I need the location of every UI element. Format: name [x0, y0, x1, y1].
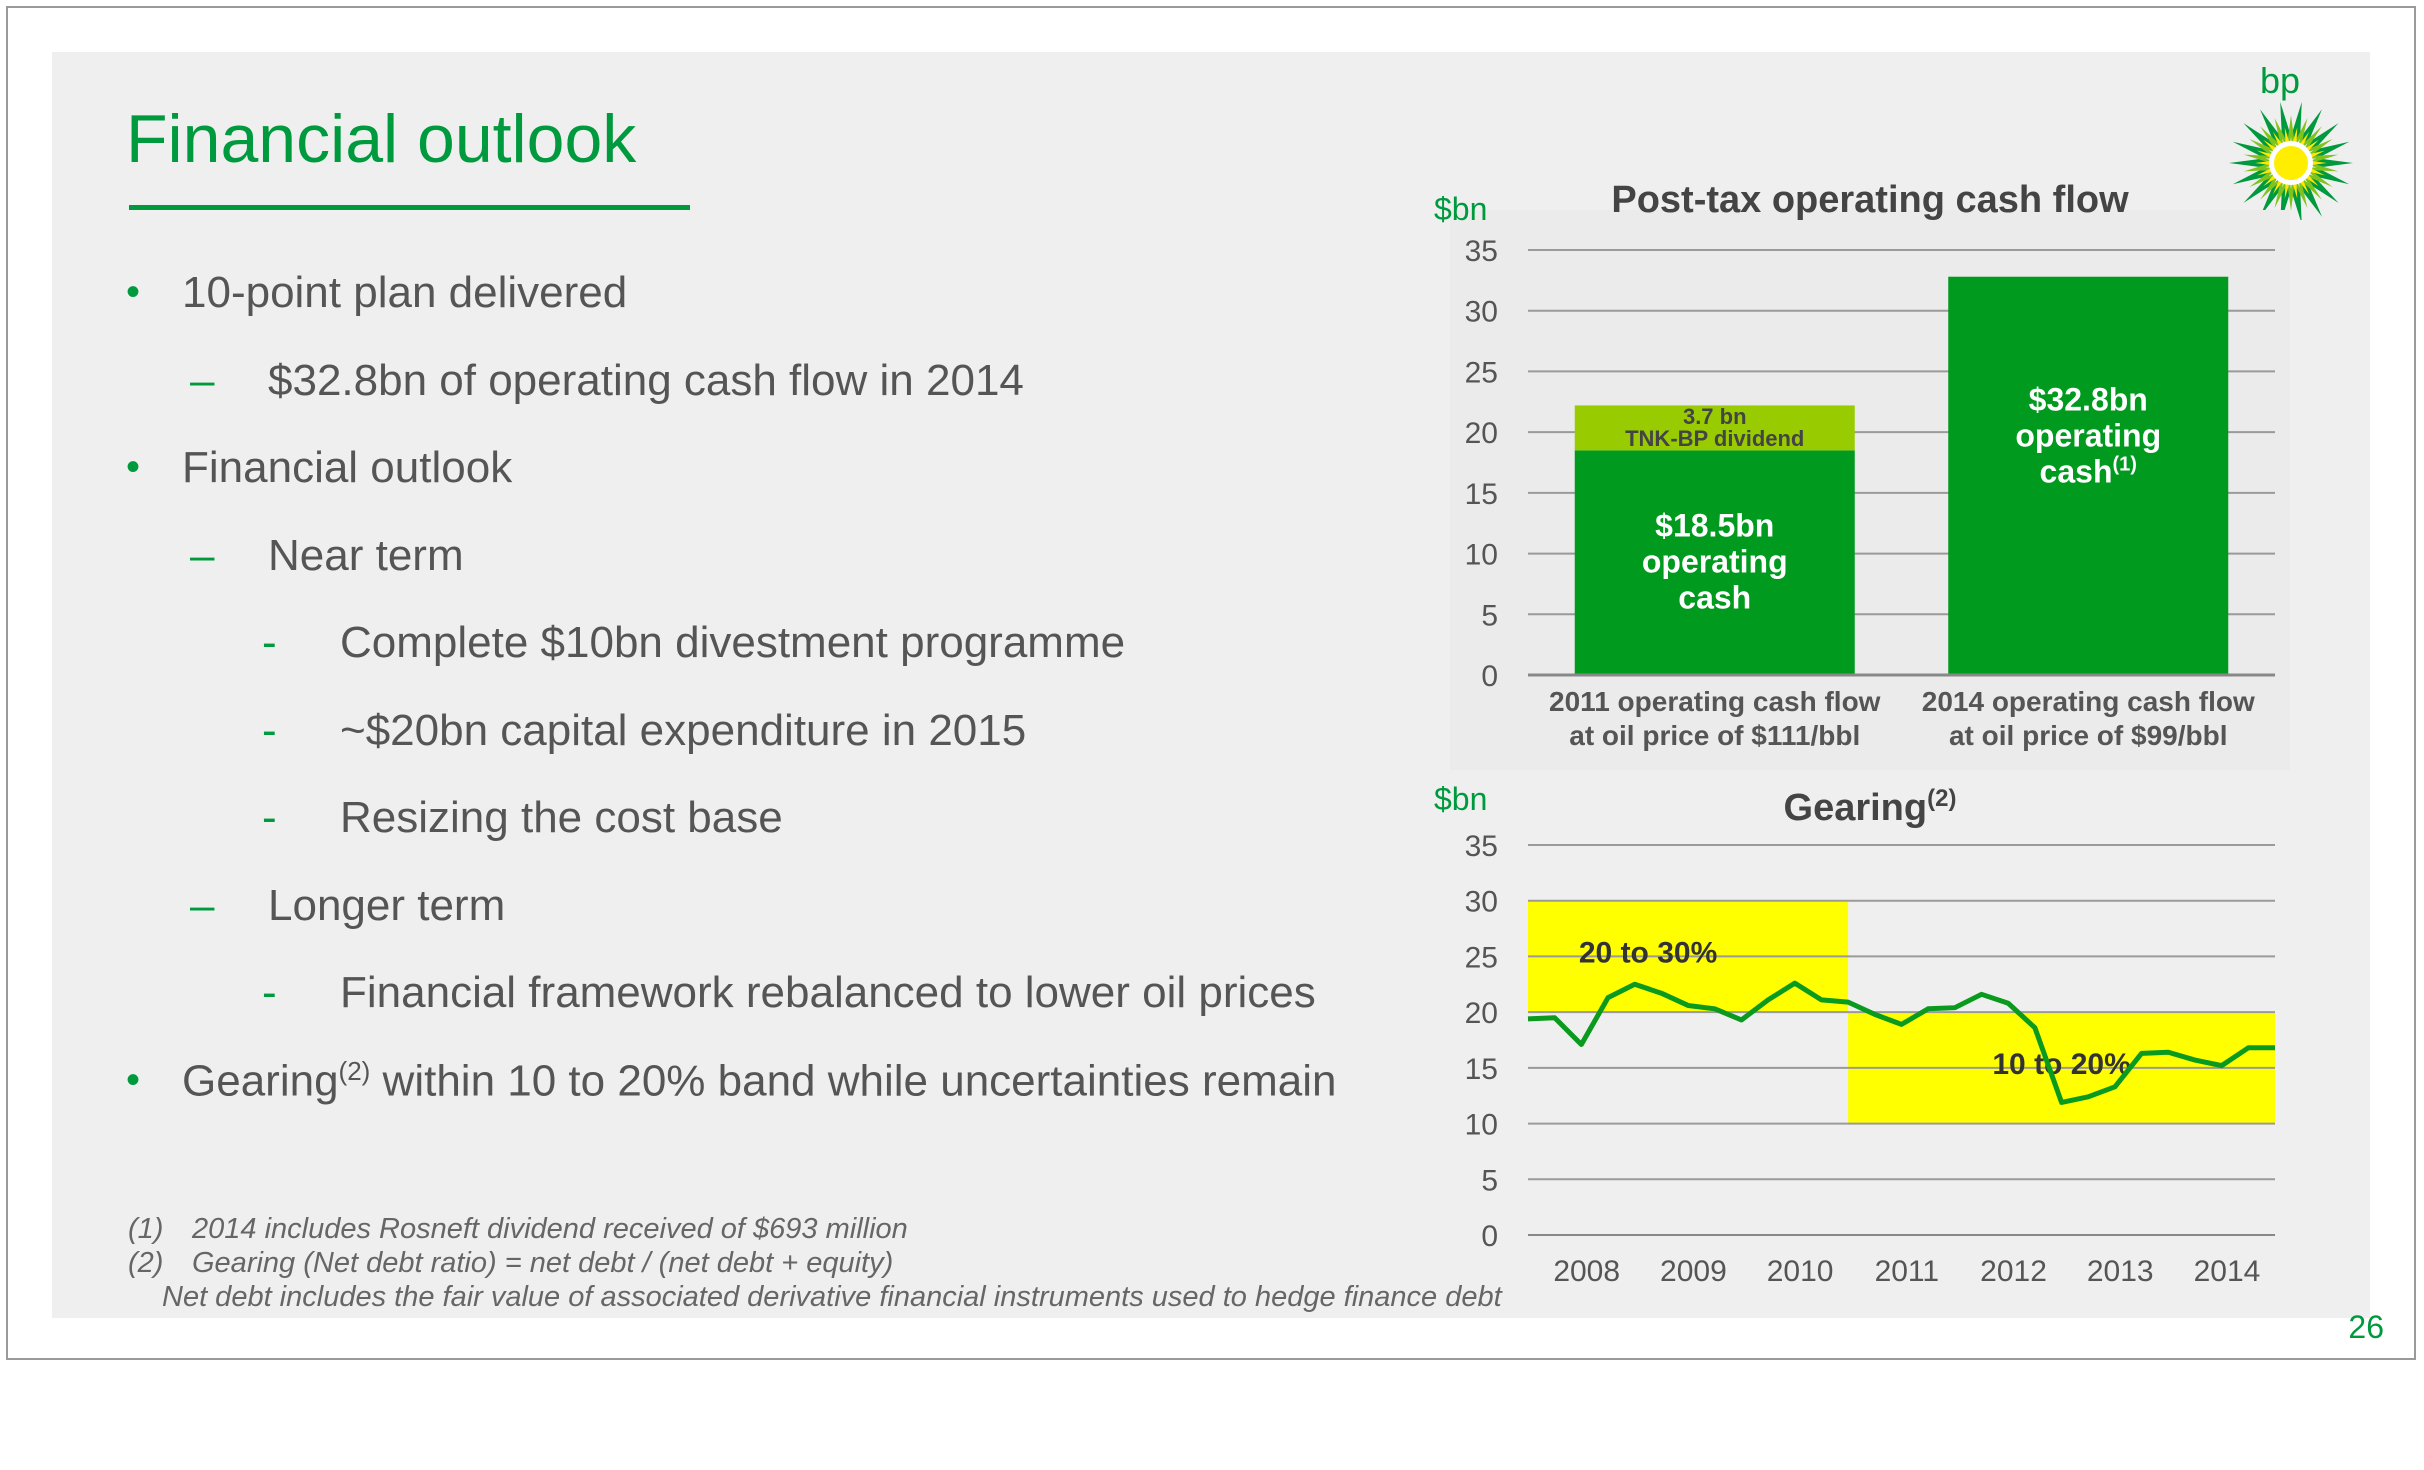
x-tick-label: 2013 [2087, 1255, 2154, 1288]
bar-value-footnote: (1) [2112, 454, 2136, 476]
footnote-number: (2) [128, 1247, 164, 1279]
bar-tnk-bp-dividend [1574, 405, 1855, 451]
x-category-label: at oil price of $99/bbl [1949, 720, 2228, 751]
y-tick-label: 35 [1465, 235, 1498, 268]
bp-logo-text: bp [2260, 60, 2301, 101]
bullet-text: Resizing the cost base [340, 793, 783, 842]
y-axis-label: $bn [1434, 191, 1487, 227]
bar-value-label: operating [1642, 544, 1788, 580]
y-tick-label: 5 [1481, 1164, 1498, 1197]
band-label: 10 to 20% [1992, 1048, 2130, 1081]
bullet-text: Financial outlook [182, 443, 513, 492]
y-tick-label: 30 [1465, 296, 1498, 329]
bar-operating-cash [1948, 276, 2229, 675]
y-tick-label: 25 [1465, 941, 1498, 974]
footnote-text: Gearing (Net debt ratio) = net debt / (n… [192, 1247, 894, 1279]
bullet-marker: - [262, 793, 277, 842]
bar-operating-cash [1574, 450, 1855, 675]
y-tick-label: 20 [1465, 997, 1498, 1030]
footnote-text: Net debt includes the fair value of asso… [162, 1281, 1502, 1313]
bullet-marker: • [126, 270, 141, 314]
bullet-marker: - [262, 705, 277, 755]
x-category-label: 2014 operating cash flow [1922, 686, 2255, 717]
footnote-number: (1) [128, 1213, 164, 1245]
bullet-marker: - [262, 968, 277, 1017]
y-tick-label: 30 [1465, 886, 1498, 919]
chart-title: Post-tax operating cash flow [1611, 179, 2129, 221]
bullet-text: Longer term [268, 880, 506, 930]
bar-segment-label: 3.7 bn [1683, 404, 1747, 429]
x-category-label: 2011 operating cash flow [1549, 686, 1881, 717]
y-tick-label: 0 [1481, 1220, 1498, 1253]
bullet-marker: – [190, 355, 215, 405]
bar-value-label: operating [2015, 418, 2161, 454]
gearing-chart: Gearing(2) $bn 0 5 10 15 20 25 30 35 20 to 30% 10 t… [1434, 781, 2275, 1288]
footnote-text: 2014 includes Rosneft dividend received … [192, 1213, 908, 1245]
bp-helios-logo-icon [2229, 101, 2353, 220]
y-tick-label: 15 [1465, 478, 1498, 511]
chart-title-footnote: (2) [1927, 785, 1956, 812]
chart-title: Gearing(2) [1784, 785, 1957, 829]
x-tick-label: 2009 [1660, 1255, 1727, 1288]
x-tick-label: 2014 [2194, 1255, 2261, 1288]
y-tick-label: 35 [1465, 830, 1498, 863]
bullet-marker: - [262, 618, 277, 667]
x-category-label: at oil price of $111/bbl [1569, 720, 1860, 751]
y-tick-label: 10 [1465, 1109, 1498, 1142]
bullet-text: Gearing(2) within 10 to 20% band while u… [182, 1055, 1337, 1106]
bar-segment-label: TNK-BP dividend [1625, 426, 1804, 451]
bullet-text: Complete $10bn divestment programme [340, 618, 1126, 667]
bullet-marker: • [126, 1057, 141, 1102]
x-tick-label: 2010 [1767, 1255, 1834, 1288]
bullet-marker: • [126, 445, 141, 489]
y-axis-label: $bn [1434, 781, 1487, 817]
y-tick-label: 20 [1465, 417, 1498, 450]
operating-cash-flow-chart: Post-tax operating cash flow $bn 0 5 10 15 20 2… [1434, 179, 2290, 770]
bar-value-label: $32.8bn [2029, 382, 2148, 418]
slide-title: Financial outlook [126, 101, 637, 177]
bar-value-label: $18.5bn [1655, 508, 1774, 544]
page-number: 26 [2348, 1309, 2384, 1345]
bullet-marker: – [190, 530, 215, 580]
band-label: 20 to 30% [1579, 937, 1717, 970]
title-underline [129, 205, 690, 210]
y-tick-label: 0 [1481, 660, 1498, 693]
y-tick-label: 25 [1465, 356, 1498, 389]
bullet-text: 10-point plan delivered [182, 268, 628, 317]
x-tick-label: 2012 [1980, 1255, 2047, 1288]
y-tick-label: 5 [1481, 599, 1498, 632]
bullet-text: Financial framework rebalanced to lower … [340, 968, 1316, 1017]
gearing-series-line [1527, 980, 2275, 1105]
y-tick-label: 15 [1465, 1053, 1498, 1086]
x-tick-label: 2008 [1553, 1255, 1620, 1288]
bar-value-label: cash [1678, 580, 1751, 616]
bullet-text: Near term [268, 530, 464, 580]
x-tick-label: 2011 [1875, 1255, 1940, 1288]
bullet-text: $32.8bn of operating cash flow in 2014 [268, 355, 1024, 405]
bullet-marker: – [190, 880, 215, 930]
y-tick-label: 10 [1465, 539, 1498, 572]
bullet-text: ~$20bn capital expenditure in 2015 [340, 705, 1027, 755]
slide-frame [6, 6, 2416, 1360]
